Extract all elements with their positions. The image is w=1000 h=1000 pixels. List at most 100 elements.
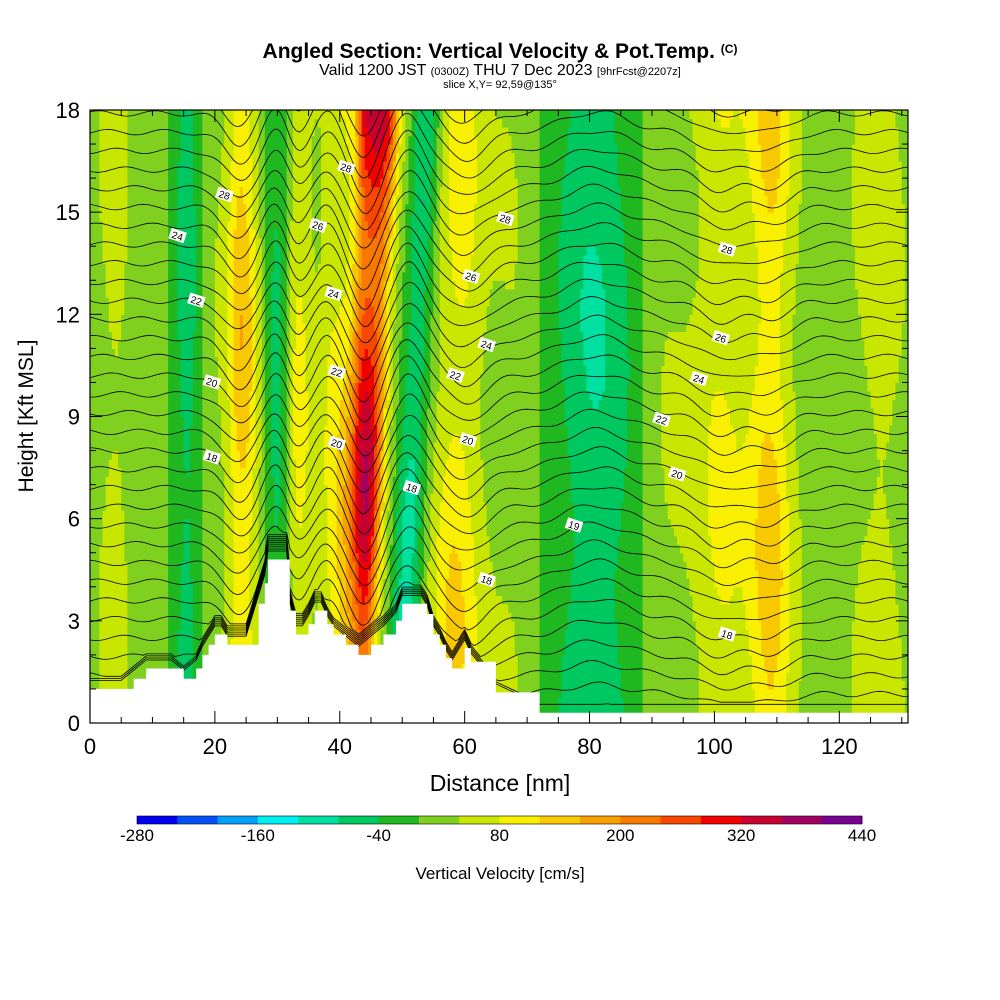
velocity-cell [892, 399, 908, 409]
velocity-cell [221, 161, 232, 171]
velocity-cell [183, 450, 191, 460]
velocity-cell [386, 288, 391, 298]
colorbar-frame [136, 815, 863, 825]
velocity-cell [801, 586, 856, 596]
velocity-cell [377, 629, 381, 639]
velocity-cell [280, 339, 288, 349]
velocity-cell [233, 390, 250, 401]
velocity-cell [127, 595, 169, 605]
velocity-cell [901, 322, 908, 332]
velocity-cell [233, 578, 250, 588]
velocity-cell [233, 382, 253, 392]
velocity-cell [642, 484, 666, 494]
velocity-cell [196, 288, 203, 298]
velocity-cell [252, 220, 260, 230]
velocity-cell [255, 288, 263, 298]
y-tick-label: 3 [68, 609, 80, 634]
velocity-cell [258, 527, 266, 537]
velocity-cell [330, 339, 350, 349]
velocity-cell [414, 144, 435, 154]
velocity-cell [374, 595, 378, 605]
velocity-cell [392, 322, 403, 332]
velocity-cell [202, 331, 216, 341]
velocity-cell [99, 578, 129, 588]
velocity-cell [249, 127, 260, 137]
velocity-cell [193, 365, 203, 375]
velocity-cell [349, 501, 353, 511]
velocity-cell [392, 595, 400, 605]
velocity-cell [395, 135, 400, 145]
velocity-cell [349, 246, 356, 256]
velocity-cell [296, 476, 307, 486]
x-tick-label: 20 [203, 734, 227, 759]
velocity-cell [127, 603, 169, 613]
velocity-cell [642, 356, 666, 367]
velocity-cell [698, 654, 753, 664]
velocity-cell [255, 407, 263, 418]
velocity-cell [477, 178, 519, 188]
velocity-cell [370, 297, 381, 307]
velocity-cell [252, 331, 257, 341]
velocity-cell [336, 527, 344, 537]
velocity-cell [517, 220, 541, 230]
velocity-cell [411, 220, 431, 230]
velocity-cell [358, 578, 369, 588]
velocity-cell [233, 280, 250, 290]
velocity-cell [271, 339, 282, 349]
velocity-cell [274, 476, 282, 486]
velocity-cell [377, 603, 381, 613]
velocity-cell [168, 365, 182, 375]
velocity-cell [90, 586, 100, 596]
velocity-cell [227, 322, 235, 332]
velocity-cell [627, 450, 644, 460]
velocity-cell [349, 433, 353, 443]
velocity-cell [539, 552, 575, 562]
velocity-cell [474, 246, 519, 256]
velocity-cell [249, 407, 257, 418]
velocity-cell [461, 586, 475, 596]
velocity-cell [252, 314, 257, 324]
velocity-cell [352, 271, 360, 281]
velocity-cell [898, 365, 908, 375]
velocity-cell [202, 476, 225, 486]
velocity-cell [449, 152, 478, 162]
velocity-cell [420, 433, 428, 443]
velocity-cell [854, 586, 897, 596]
velocity-cell [118, 450, 169, 460]
y-tick-label: 6 [68, 507, 80, 532]
velocity-cell [589, 390, 603, 401]
velocity-cell [427, 425, 438, 435]
velocity-cell [292, 629, 313, 639]
velocity-cell [789, 186, 803, 196]
velocity-cell [411, 237, 428, 247]
velocity-cell [758, 339, 781, 349]
velocity-cell [249, 612, 260, 622]
velocity-cell [386, 365, 391, 375]
velocity-cell [224, 127, 235, 137]
velocity-cell [377, 433, 381, 443]
velocity-cell [264, 390, 272, 401]
velocity-cell [168, 305, 179, 315]
velocity-cell [402, 135, 406, 145]
velocity-cell [352, 297, 356, 307]
velocity-cell [261, 322, 266, 332]
velocity-cell [755, 527, 781, 537]
velocity-cell [642, 348, 666, 358]
velocity-cell [436, 399, 481, 409]
velocity-cell [321, 127, 347, 137]
velocity-cell [427, 484, 435, 494]
velocity-cell [355, 212, 360, 222]
velocity-cell [783, 569, 790, 579]
velocity-cell [642, 527, 675, 537]
velocity-cell [389, 425, 397, 435]
velocity-cell [389, 212, 394, 222]
velocity-cell [193, 356, 203, 367]
velocity-cell [202, 161, 222, 171]
velocity-cell [698, 271, 759, 281]
velocity-cell [539, 416, 566, 426]
velocity-cell [224, 595, 235, 605]
velocity-cell [392, 169, 397, 179]
velocity-cell [392, 518, 397, 528]
velocity-cell [620, 212, 644, 222]
velocity-cell [127, 646, 169, 656]
